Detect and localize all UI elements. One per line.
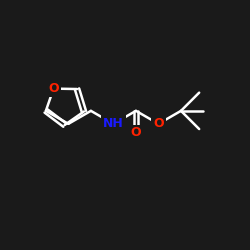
Text: NH: NH (103, 117, 124, 130)
Text: O: O (48, 82, 59, 95)
Text: O: O (131, 126, 141, 140)
Text: O: O (153, 117, 164, 130)
